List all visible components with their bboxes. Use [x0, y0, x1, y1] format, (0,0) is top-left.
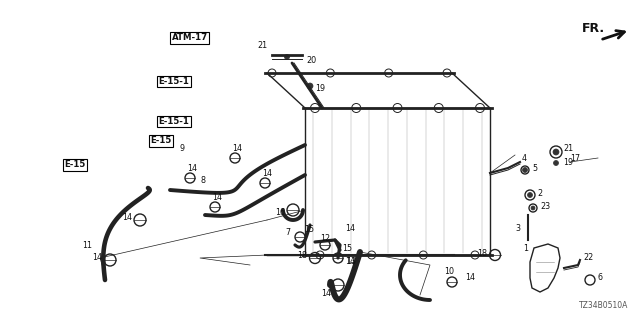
Text: 18: 18: [477, 249, 487, 258]
Text: 3: 3: [515, 223, 520, 233]
Text: 14: 14: [92, 253, 102, 262]
Text: 4: 4: [522, 154, 527, 163]
Text: 15: 15: [304, 225, 314, 234]
Text: 9: 9: [179, 143, 184, 153]
Text: 5: 5: [532, 164, 537, 172]
Circle shape: [285, 54, 289, 60]
Text: 17: 17: [570, 154, 580, 163]
Text: 14: 14: [232, 143, 242, 153]
Text: 14: 14: [345, 257, 355, 266]
Circle shape: [553, 149, 559, 155]
Text: 15: 15: [342, 244, 352, 252]
Text: E-15: E-15: [150, 136, 172, 145]
Text: 6: 6: [597, 274, 602, 283]
Text: 19: 19: [315, 84, 325, 92]
Text: 2: 2: [537, 188, 542, 197]
Text: ATM-17: ATM-17: [172, 33, 208, 42]
Text: 21: 21: [258, 41, 268, 50]
Text: 1: 1: [523, 244, 528, 252]
Circle shape: [527, 193, 532, 197]
Text: 19: 19: [563, 157, 573, 166]
Circle shape: [531, 206, 535, 210]
Circle shape: [307, 83, 313, 89]
Text: 21: 21: [563, 143, 573, 153]
Text: TZ34B0510A: TZ34B0510A: [579, 301, 628, 310]
Text: 8: 8: [200, 175, 205, 185]
Text: 12: 12: [320, 234, 330, 243]
Text: 20: 20: [306, 55, 316, 65]
Text: E-15: E-15: [64, 160, 85, 169]
Text: 14: 14: [122, 212, 132, 221]
Text: 23: 23: [540, 202, 550, 211]
Text: 14: 14: [465, 274, 475, 283]
Text: 14: 14: [187, 164, 197, 172]
Text: 22: 22: [583, 253, 593, 262]
Text: 11: 11: [82, 241, 92, 250]
Text: E-15-1: E-15-1: [159, 117, 189, 126]
Text: E-15-1: E-15-1: [159, 77, 189, 86]
Text: 18: 18: [297, 251, 307, 260]
Text: 10: 10: [444, 268, 454, 276]
Circle shape: [522, 167, 527, 172]
Text: 14: 14: [321, 289, 331, 298]
Text: 14: 14: [212, 193, 222, 202]
Text: FR.: FR.: [582, 22, 605, 35]
Text: 14: 14: [345, 223, 355, 233]
Circle shape: [554, 161, 559, 165]
Text: 16: 16: [275, 207, 285, 217]
Text: 14: 14: [262, 169, 272, 178]
Text: 13: 13: [346, 258, 356, 267]
Text: 7: 7: [285, 228, 290, 236]
